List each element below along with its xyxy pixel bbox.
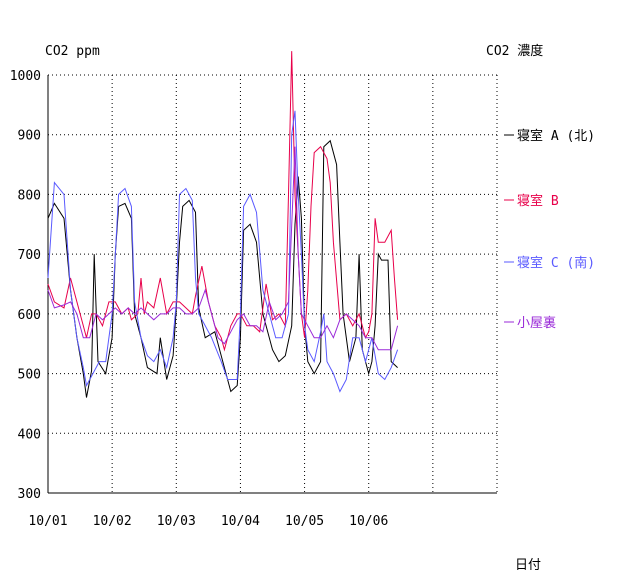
y-tick-label: 1000 — [10, 69, 41, 84]
y-tick-label: 800 — [18, 188, 41, 203]
series-line — [47, 146, 399, 351]
x-tick-label: 10/02 — [93, 514, 132, 529]
x-axis-label: 日付 — [515, 558, 541, 573]
y-tick-label: 500 — [18, 368, 41, 383]
x-tick-label: 10/01 — [28, 514, 67, 529]
legend-label: 寝室 C (南) — [517, 255, 595, 271]
legend: 寝室 A (北) 寝室 B 寝室 C (南) 小屋裏 — [504, 128, 595, 331]
legend-label: 寝室 A (北) — [517, 128, 595, 144]
x-tick-label: 10/03 — [157, 514, 196, 529]
series-layer — [47, 51, 399, 398]
x-tick-label: 10/06 — [349, 514, 388, 529]
y-axis-label: CO2 ppm — [45, 44, 100, 59]
y-tick-label: 300 — [18, 487, 41, 502]
y-tick-label: 700 — [18, 248, 41, 263]
y-tick-label: 400 — [18, 427, 41, 442]
y-tick-label: 600 — [18, 308, 41, 323]
legend-label: 小屋裏 — [517, 316, 556, 331]
x-tick-label: 10/04 — [221, 514, 260, 529]
x-tick-label: 10/05 — [285, 514, 324, 529]
y-tick-label: 900 — [18, 129, 41, 144]
tick-labels: 300 400 500 600 700 800 900 1000 10/01 10/02 10/03… — [10, 69, 389, 529]
series-line — [47, 110, 399, 393]
chart-title: CO2 濃度 — [486, 43, 543, 59]
legend-label: 寝室 B — [517, 193, 559, 209]
